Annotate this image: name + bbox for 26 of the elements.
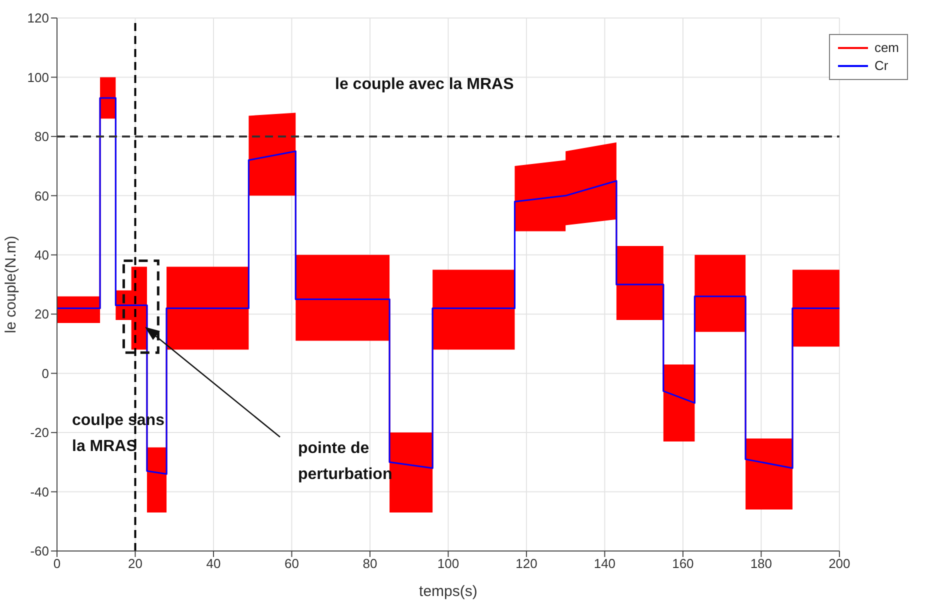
x-tick-label: 140: [594, 556, 616, 572]
x-tick-label: 80: [362, 556, 378, 572]
x-axis-title: temps(s): [419, 583, 478, 600]
y-tick-label: -20: [30, 425, 49, 440]
y-tick-label: 40: [34, 248, 49, 263]
y-tick-label: -40: [30, 484, 49, 500]
y-tick-label: 100: [27, 70, 49, 85]
legend-label: Cr: [874, 57, 888, 75]
legend-label: cem: [874, 39, 899, 57]
x-tick-label: 200: [828, 556, 850, 572]
y-tick-label: 120: [27, 10, 49, 26]
x-tick-label: 180: [750, 556, 772, 572]
y-axis-title: le couple(N.m): [2, 236, 20, 334]
x-tick-label: 100: [437, 556, 460, 572]
x-tick-label: 40: [206, 556, 221, 572]
y-tick-label: -60: [30, 544, 49, 559]
x-tick-label: 160: [672, 556, 694, 572]
x-tick-label: 20: [128, 556, 142, 572]
y-tick-label: 60: [34, 188, 49, 204]
y-tick-label: 20: [34, 306, 49, 322]
y-tick-label: 80: [34, 129, 49, 144]
x-tick-label: 60: [284, 556, 299, 572]
x-tick-label: 0: [53, 556, 61, 572]
annotation: le couple avec la MRAS: [335, 75, 514, 95]
y-tick-label: 0: [42, 366, 49, 381]
x-tick-label: 120: [516, 556, 538, 572]
